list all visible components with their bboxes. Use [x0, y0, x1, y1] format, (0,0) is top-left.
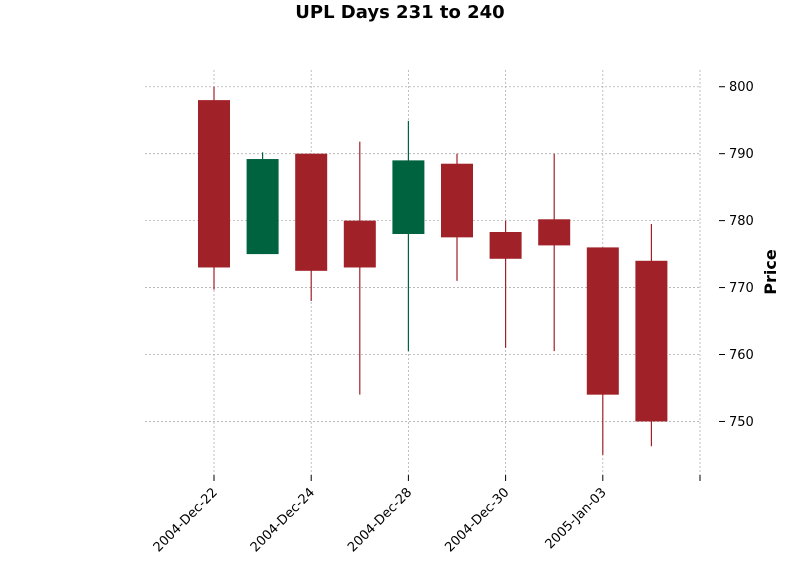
x-tick-label: 2004-Dec-30	[442, 485, 512, 555]
x-axis: 2004-Dec-22 2004-Dec-24 2004-Dec-28 2004-De…	[151, 475, 701, 555]
candle-body	[635, 260, 668, 422]
candle-down	[538, 153, 571, 352]
candle-body	[295, 153, 328, 271]
y-tick-label: 750	[729, 415, 754, 430]
candle-up	[246, 152, 279, 255]
y-axis: 750 760 770 780 790 800	[719, 80, 754, 430]
chart-title: UPL Days 231 to 240	[295, 2, 504, 23]
y-tick-label: 760	[729, 348, 754, 363]
y-tick-label: 790	[729, 147, 754, 162]
y-tick-label: 770	[729, 281, 754, 296]
candle-down	[441, 153, 473, 281]
candles	[198, 86, 668, 455]
candle-down	[343, 141, 376, 395]
candle-down	[489, 220, 522, 348]
y-tick-label: 780	[729, 214, 754, 229]
candle-body	[489, 232, 522, 259]
candle-down	[295, 153, 328, 301]
candle-body	[586, 247, 619, 395]
candle-body	[441, 163, 473, 238]
x-tick-label: 2004-Dec-22	[151, 485, 221, 555]
y-axis-label: Price	[761, 249, 780, 295]
x-tick-label: 2004-Dec-24	[248, 485, 318, 555]
candle-body	[343, 220, 376, 268]
candle-up	[392, 120, 425, 352]
candle-down	[198, 86, 230, 290]
candle-body	[198, 100, 230, 268]
grid	[145, 70, 701, 475]
candle-body	[392, 160, 425, 235]
x-tick-label: 2005-Jan-03	[543, 485, 610, 552]
candle-body	[538, 219, 571, 246]
x-tick-label: 2004-Dec-28	[345, 485, 415, 555]
y-tick-label: 800	[729, 80, 754, 95]
candle-down	[635, 223, 668, 447]
candle-body	[246, 159, 279, 255]
candle-down	[586, 247, 619, 455]
